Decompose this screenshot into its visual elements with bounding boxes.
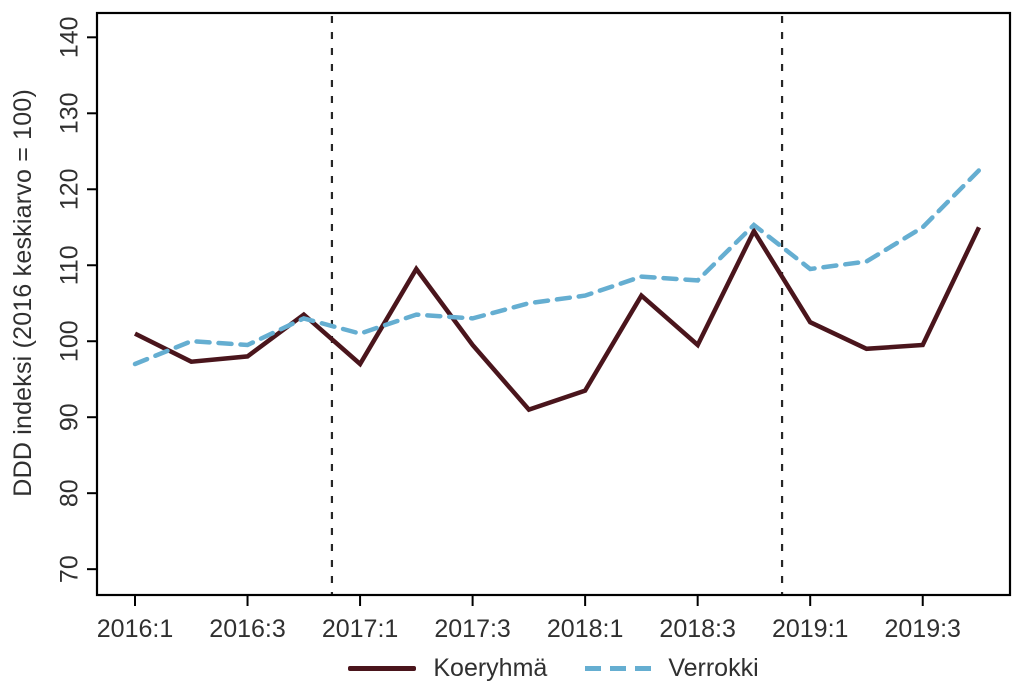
dashed-line-swatch-icon xyxy=(585,665,652,671)
y-tick-label: 120 xyxy=(56,168,84,210)
x-tick-label: 2018:1 xyxy=(547,615,623,643)
x-tick-label: 2019:1 xyxy=(772,615,848,643)
x-tick-label: 2017:1 xyxy=(322,615,398,643)
plot-frame xyxy=(95,11,1012,597)
x-tick-label: 2018:3 xyxy=(659,615,735,643)
legend-item-verrokki: Verrokki xyxy=(585,653,759,683)
y-tick-label: 130 xyxy=(56,92,84,134)
koeryhmä-line xyxy=(133,226,982,413)
y-tick-label: 110 xyxy=(56,245,84,285)
verrokki-line xyxy=(132,168,982,367)
y-tick-label: 100 xyxy=(56,320,84,362)
solid-line-swatch-icon xyxy=(348,665,417,671)
x-tick-label: 2017:3 xyxy=(434,615,510,643)
x-tick-label: 2016:3 xyxy=(209,615,285,643)
x-tick-label: 2019:3 xyxy=(884,615,960,643)
legend-item-koeryhma: Koeryhmä xyxy=(348,654,547,683)
legend-label-koeryhma: Koeryhmä xyxy=(433,653,548,682)
legend-label-verrokki: Verrokki xyxy=(668,653,759,682)
x-tick-label: 2016:1 xyxy=(97,615,173,643)
y-tick-label: 140 xyxy=(56,16,84,58)
legend: Koeryhmä Verrokki xyxy=(97,648,1010,688)
y-tick-label: 80 xyxy=(56,479,84,507)
y-tick-label: 70 xyxy=(56,555,84,583)
y-tick-label: 90 xyxy=(56,403,84,431)
